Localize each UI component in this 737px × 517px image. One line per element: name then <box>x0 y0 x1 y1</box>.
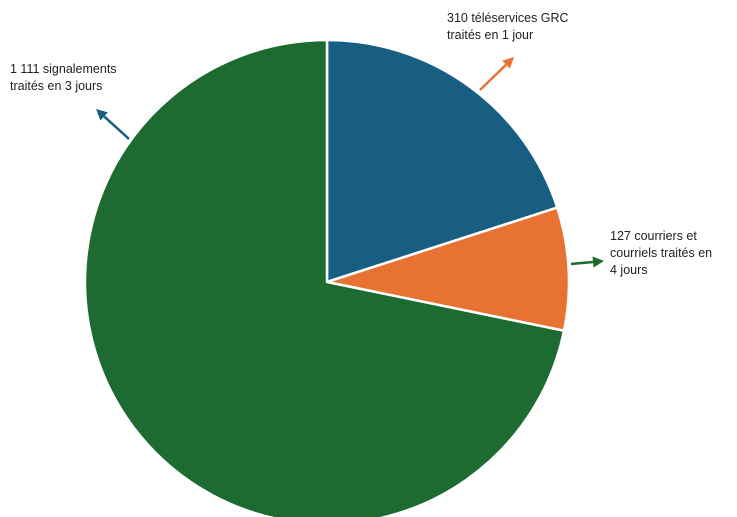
label-group-courriers: 127 courriers et courriels traités en 4 … <box>570 229 716 277</box>
slice-label-line: traités en 3 jours <box>10 79 102 93</box>
slice-label-signalements: 1 111 signalements traités en 3 jours <box>10 62 120 93</box>
arrow-courriers <box>570 256 604 268</box>
arrow-head <box>502 57 514 69</box>
arrow-teleservices <box>479 57 514 91</box>
slice-label-line: 127 courriers et <box>610 229 697 243</box>
arrow-signalements <box>96 109 130 140</box>
slice-label-line: traités en 1 jour <box>447 28 533 42</box>
slice-label-line: 310 téléservices GRC <box>447 11 569 25</box>
slice-label-line: courriels traités en <box>610 246 712 260</box>
slice-label-teleservices: 310 téléservices GRC traités en 1 jour <box>447 11 572 42</box>
pie-slices <box>83 38 571 517</box>
label-group-signalements: 1 111 signalements traités en 3 jours <box>10 62 130 140</box>
arrow-head <box>96 109 108 121</box>
slice-teleservices <box>325 38 559 284</box>
label-group-teleservices: 310 téléservices GRC traités en 1 jour <box>447 11 572 91</box>
slice-label-courriers: 127 courriers et courriels traités en 4 … <box>610 229 716 277</box>
arrow-shaft <box>570 260 594 266</box>
arrow-head <box>592 256 604 268</box>
slice-courriers <box>325 206 571 333</box>
slice-signalements <box>83 38 566 517</box>
slice-label-line: 1 111 signalements <box>10 62 117 76</box>
arrow-shaft <box>479 63 507 91</box>
slice-label-line: 4 jours <box>610 263 648 277</box>
arrow-shaft <box>103 115 130 140</box>
